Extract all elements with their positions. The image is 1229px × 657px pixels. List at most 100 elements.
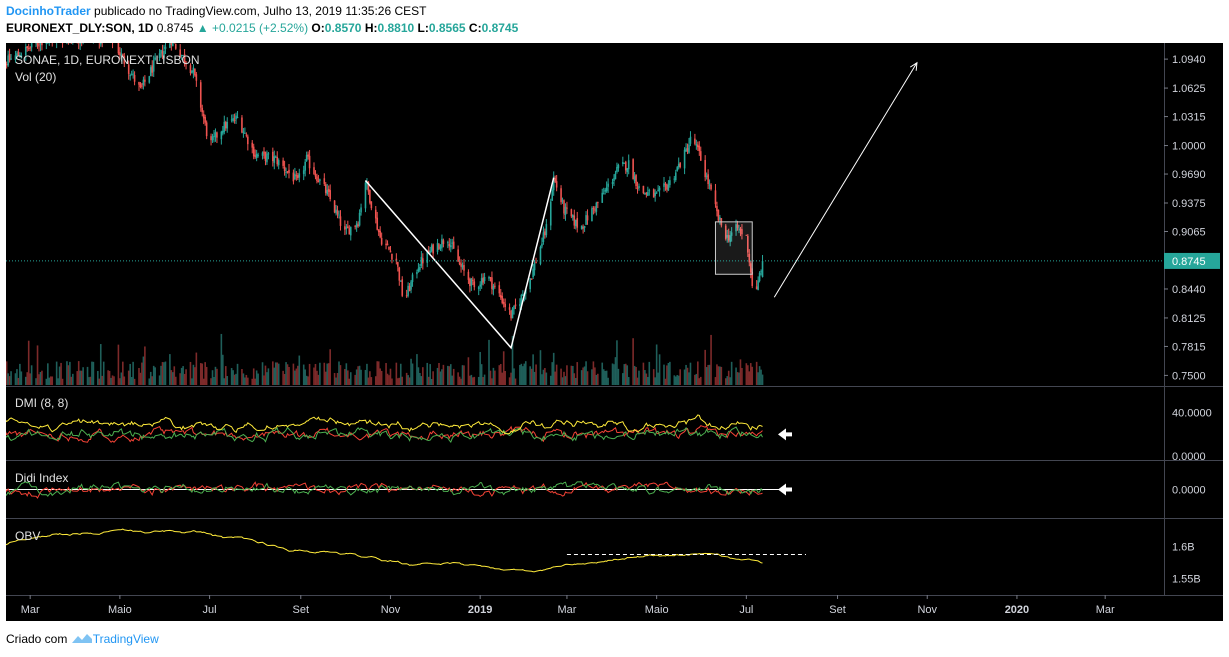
volume-bar — [67, 365, 70, 385]
candle-body — [626, 168, 629, 173]
volume-bar — [163, 362, 165, 385]
dmi-tick-label: 0.0000 — [1172, 451, 1206, 463]
candle-body — [122, 54, 124, 56]
volume-bars — [6, 333, 764, 385]
volume-bar — [645, 373, 648, 385]
candle-body — [461, 265, 464, 268]
volume-bar — [758, 366, 761, 385]
volume-bar — [580, 370, 583, 385]
last-price-label-bg — [1164, 252, 1220, 269]
candle-body — [129, 75, 131, 77]
author-link[interactable]: DocinhoTrader — [6, 4, 91, 18]
candle-body — [533, 263, 536, 271]
candle-body — [45, 43, 48, 44]
volume-bar — [26, 372, 29, 385]
volume-bar — [48, 377, 51, 385]
volume-bar — [272, 361, 274, 385]
volume-bar — [323, 362, 326, 385]
candle-body — [542, 232, 545, 243]
candle-body — [482, 277, 484, 283]
candle-body — [244, 132, 246, 134]
volume-bar — [666, 365, 668, 385]
volume-bar — [89, 376, 92, 385]
candle-body — [655, 192, 658, 194]
volume-bar — [179, 373, 181, 385]
candle-body — [333, 200, 336, 213]
candle-body — [295, 175, 298, 177]
candle-body — [736, 224, 739, 228]
volume-bar — [267, 368, 270, 385]
volume-bar — [664, 378, 667, 385]
volume-bar — [164, 361, 167, 385]
volume-bar — [561, 377, 564, 385]
candle-body — [335, 209, 337, 214]
volume-bar — [401, 376, 404, 385]
indicator-lines — [6, 414, 806, 573]
volume-bar — [654, 377, 656, 385]
volume-bar — [170, 370, 173, 385]
volume-bar — [522, 366, 524, 385]
volume-bar — [457, 372, 459, 385]
candle-body — [574, 219, 577, 227]
tradingview-link[interactable]: TradingView — [92, 632, 159, 646]
price-tick-label: 1.0315 — [1172, 112, 1206, 124]
candle-body — [683, 149, 686, 169]
volume-bar — [591, 369, 593, 385]
volume-bar — [611, 363, 614, 385]
volume-bar — [395, 362, 398, 385]
candle-body — [286, 171, 289, 173]
candle-body — [369, 189, 371, 203]
candle-body — [26, 46, 29, 49]
volume-bar — [201, 363, 204, 385]
volume-bar — [724, 378, 727, 385]
candlesticks — [6, 43, 764, 321]
volume-bar — [632, 338, 634, 385]
volume-bar — [616, 340, 618, 385]
volume-bar — [554, 371, 556, 385]
chart-svg[interactable]: 1.0940 1.0625 1.0315 1.0000 0.9690 0.9375 0.90… — [6, 43, 1223, 621]
volume-bar — [576, 362, 579, 385]
candle-body — [355, 223, 358, 228]
candle-body — [532, 268, 534, 278]
volume-bar — [174, 376, 177, 385]
candle-body — [541, 243, 543, 247]
volume-bar — [276, 362, 279, 385]
chart-area[interactable]: 1.0940 1.0625 1.0315 1.0000 0.9690 0.9375 0.90… — [6, 43, 1223, 621]
volume-bar — [627, 377, 630, 385]
volume-bar — [316, 370, 318, 385]
candle-body — [170, 43, 173, 46]
created-with-text: Criado com — [6, 632, 68, 646]
candle-body — [398, 267, 401, 281]
time-tick-label: 2019 — [468, 604, 492, 616]
candle-body — [741, 229, 743, 235]
volume-bar — [133, 378, 136, 385]
volume-bar — [235, 373, 237, 385]
candle-body — [179, 49, 181, 58]
volume-bar — [380, 370, 383, 385]
volume-bar — [739, 359, 742, 385]
candle-body — [583, 225, 586, 229]
volume-bar — [508, 377, 511, 385]
candle-body — [242, 131, 245, 133]
projection-arrow-line — [773, 62, 918, 298]
volume-bar — [458, 376, 461, 385]
candle-body — [758, 272, 761, 281]
volume-bar — [117, 344, 120, 385]
volume-bar — [585, 361, 587, 385]
volume-bar — [295, 368, 298, 385]
volume-bar — [604, 370, 606, 385]
volume-bar — [169, 354, 171, 385]
volume-bar — [220, 333, 223, 385]
candle-body — [422, 258, 424, 264]
candle-body — [410, 281, 412, 290]
consolidation-box — [714, 221, 753, 275]
candle-body — [595, 202, 598, 212]
volume-bar — [408, 377, 411, 385]
volume-bar — [697, 361, 699, 385]
candle-body — [252, 146, 255, 157]
volume-bar — [154, 367, 156, 385]
volume-bar — [308, 363, 311, 385]
candle-body — [233, 119, 236, 121]
volume-bar — [614, 357, 617, 385]
volume-bar — [233, 374, 236, 385]
